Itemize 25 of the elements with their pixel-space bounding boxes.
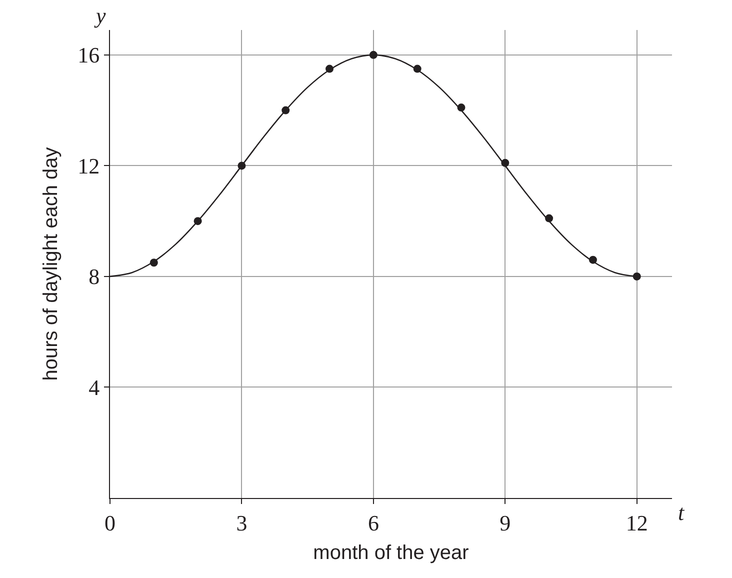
x-tick-label: 12 — [626, 510, 648, 536]
point — [238, 162, 246, 170]
point — [501, 158, 510, 167]
point — [545, 214, 554, 222]
point — [588, 256, 597, 264]
point — [150, 258, 158, 267]
x-tick-label: 6 — [368, 510, 379, 536]
y-tick-label: 12 — [78, 153, 100, 178]
text: t — [678, 500, 685, 525]
y-tick-label: 16 — [78, 42, 100, 68]
point — [194, 217, 202, 226]
point — [413, 64, 422, 73]
x-tick-label: 3 — [236, 510, 248, 536]
y-axis-title: hours of daylight each day — [40, 147, 62, 381]
x-tick-label: 9 — [500, 510, 511, 536]
x-axis-title: month of the year — [313, 542, 470, 564]
y-tick-label: 8 — [88, 264, 100, 290]
point — [326, 64, 334, 73]
x-tick-label: 0 — [104, 510, 116, 536]
text: y — [94, 3, 106, 28]
point — [369, 50, 378, 59]
point — [282, 106, 290, 114]
point — [632, 272, 641, 280]
y-tick-label: 4 — [88, 374, 100, 400]
point — [457, 104, 466, 112]
